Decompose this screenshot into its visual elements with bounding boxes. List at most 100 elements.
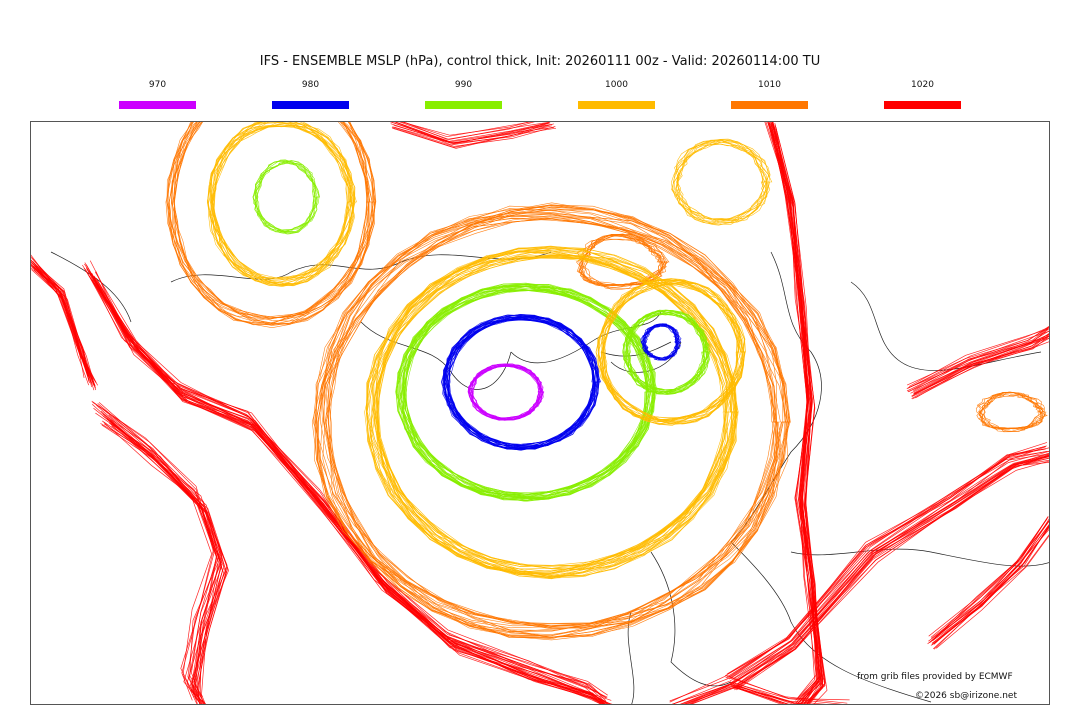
contour-1010 bbox=[325, 213, 788, 637]
contour-1010 bbox=[171, 122, 375, 329]
contour-1020 bbox=[927, 520, 1049, 645]
contour-1020 bbox=[680, 682, 809, 704]
legend-swatch bbox=[731, 101, 808, 109]
legend-label: 970 bbox=[148, 80, 167, 90]
contour-1020 bbox=[732, 457, 1049, 688]
contour-980 bbox=[442, 315, 596, 447]
contour-1020 bbox=[729, 456, 1049, 685]
contour-1020 bbox=[33, 269, 95, 391]
contour-980 bbox=[444, 318, 599, 451]
coastline bbox=[850, 281, 1042, 371]
contour-990 bbox=[398, 290, 652, 502]
contour-1010 bbox=[979, 391, 1047, 430]
contour-1020 bbox=[102, 415, 222, 704]
contour-1020 bbox=[92, 275, 607, 704]
contour-1020 bbox=[391, 127, 557, 148]
legend-swatch bbox=[119, 101, 196, 109]
contour-1020 bbox=[935, 535, 1049, 649]
legend-label: 1020 bbox=[911, 80, 934, 90]
contour-990 bbox=[395, 286, 649, 500]
contour-1020 bbox=[85, 264, 608, 699]
contour-1020 bbox=[92, 401, 215, 692]
contour-1000 bbox=[206, 122, 349, 285]
legend-swatch bbox=[578, 101, 655, 109]
contour-1020 bbox=[691, 687, 809, 704]
contour-1020 bbox=[906, 326, 1049, 390]
contour-990 bbox=[402, 289, 655, 501]
contour-1020 bbox=[90, 272, 609, 704]
contour-1020 bbox=[930, 517, 1048, 642]
contour-1020 bbox=[97, 284, 601, 704]
contour-1020 bbox=[94, 277, 605, 704]
contour-1010 bbox=[314, 215, 776, 638]
contour-990 bbox=[254, 160, 316, 232]
contour-1020 bbox=[931, 524, 1049, 644]
contour-990 bbox=[255, 160, 320, 232]
contour-1020 bbox=[736, 454, 1049, 690]
contour-990 bbox=[626, 311, 710, 393]
contour-1020 bbox=[97, 403, 219, 700]
contour-1020 bbox=[393, 126, 554, 144]
contour-1000 bbox=[373, 254, 736, 577]
contour-1020 bbox=[729, 445, 1047, 680]
legend-swatch bbox=[884, 101, 961, 109]
contour-1000 bbox=[671, 141, 766, 224]
contour-1010 bbox=[165, 122, 370, 322]
contour-970 bbox=[468, 364, 541, 420]
contour-980 bbox=[444, 318, 597, 450]
contour-1020 bbox=[109, 420, 228, 704]
contour-1000 bbox=[212, 122, 356, 284]
contour-1020 bbox=[103, 416, 225, 704]
contour-1010 bbox=[327, 215, 791, 640]
contour-990 bbox=[623, 311, 706, 393]
contour-990 bbox=[256, 160, 318, 232]
contour-1010 bbox=[169, 122, 371, 319]
contour-1020 bbox=[768, 122, 823, 704]
coastline bbox=[170, 251, 552, 283]
contour-1020 bbox=[31, 263, 92, 384]
contour-1020 bbox=[101, 424, 227, 704]
contour-1020 bbox=[32, 262, 96, 389]
contour-980 bbox=[447, 314, 600, 447]
contour-1020 bbox=[726, 447, 1049, 675]
coastline bbox=[730, 541, 932, 703]
contour-1020 bbox=[913, 333, 1049, 392]
contour-1000 bbox=[675, 143, 770, 226]
coastline bbox=[360, 321, 512, 390]
contour-1010 bbox=[166, 122, 369, 325]
contour-1020 bbox=[906, 327, 1049, 392]
contour-1010 bbox=[173, 122, 377, 326]
contour-1020 bbox=[687, 686, 790, 704]
contour-1000 bbox=[597, 278, 742, 420]
legend-label: 1010 bbox=[758, 80, 781, 90]
contour-1020 bbox=[107, 417, 219, 704]
contour-1020 bbox=[732, 454, 1049, 685]
legend-label: 1000 bbox=[605, 80, 628, 90]
contour-1010 bbox=[167, 122, 369, 319]
contour-1000 bbox=[376, 248, 739, 573]
contour-1020 bbox=[928, 516, 1049, 637]
contour-1020 bbox=[729, 446, 1046, 678]
contour-1000 bbox=[671, 138, 768, 221]
contour-1000 bbox=[602, 278, 746, 421]
contour-1020 bbox=[86, 267, 605, 697]
contour-1020 bbox=[915, 337, 1049, 399]
contour-1020 bbox=[736, 462, 1049, 691]
contour-980 bbox=[642, 323, 679, 359]
contour-1020 bbox=[31, 265, 90, 382]
contour-990 bbox=[252, 161, 317, 233]
contour-1020 bbox=[90, 274, 604, 704]
legend-item-970: 970 bbox=[119, 80, 196, 109]
contour-1020 bbox=[110, 419, 225, 704]
contour-1010 bbox=[315, 216, 776, 638]
contour-1020 bbox=[390, 122, 550, 143]
contour-1020 bbox=[95, 412, 223, 700]
contour-1010 bbox=[319, 202, 783, 625]
contour-1020 bbox=[33, 265, 90, 381]
contour-1020 bbox=[94, 271, 613, 704]
contour-1020 bbox=[690, 687, 782, 704]
contour-1020 bbox=[394, 122, 551, 146]
contour-1020 bbox=[91, 404, 223, 697]
contour-990 bbox=[397, 290, 650, 499]
contour-1020 bbox=[110, 423, 227, 704]
